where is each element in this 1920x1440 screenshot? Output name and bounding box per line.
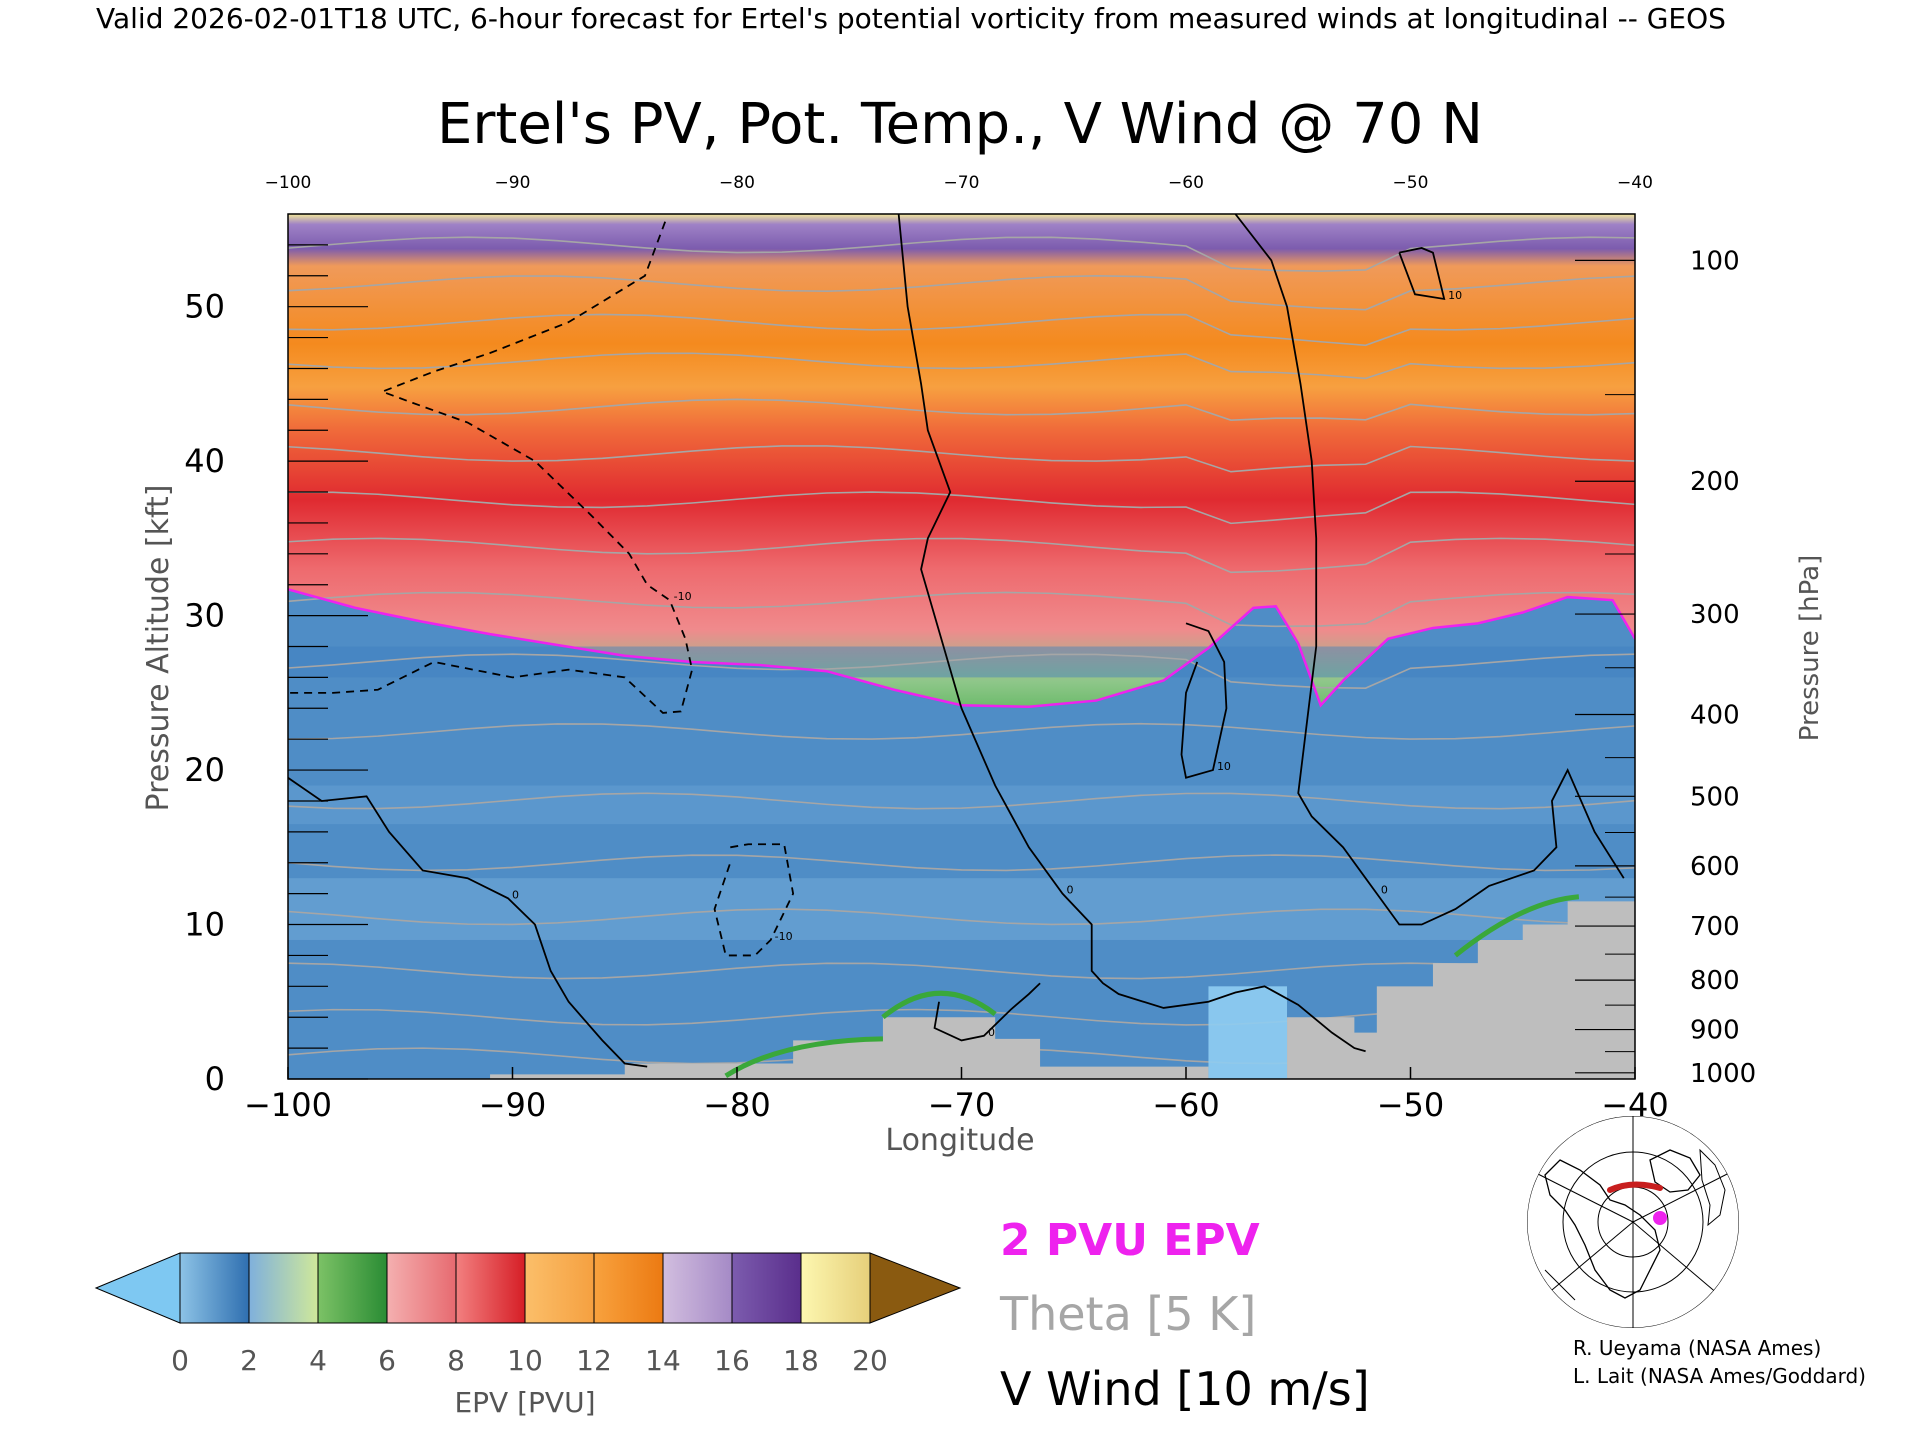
x-tick-label: −70 — [928, 1086, 996, 1124]
pressure-tick-label: 700 — [1690, 912, 1740, 942]
legend-theta: Theta [5 K] — [999, 1287, 1256, 1341]
surface-pv-streak — [1453, 894, 1580, 958]
plot-area: 0 0 0 0 10 10 -10 -10 −100 −90 −80 −70 −60 −50 −40 −100… — [141, 173, 1825, 1158]
theta-isentrope — [288, 908, 1635, 926]
x-tick-label: −100 — [244, 1086, 332, 1124]
pressure-tick-label: 900 — [1690, 1016, 1740, 1046]
x-top-tick-label: −50 — [1393, 173, 1429, 193]
v-wind-contour — [288, 777, 648, 1068]
x-top-tick-label: −100 — [265, 173, 312, 193]
colorbar-under-arrow — [94, 1252, 181, 1324]
v-wind-contour-label: -10 — [775, 930, 793, 943]
v-wind-contour-label: 0 — [512, 888, 519, 901]
pressure-tick-label: 200 — [1690, 467, 1740, 497]
colorbar: 0 2 4 6 8 10 12 14 16 18 20 EPV [PVU] — [94, 1252, 962, 1419]
theta-isentrope — [288, 962, 1635, 980]
v-wind-contour — [897, 214, 1366, 1053]
colorbar-over-arrow — [869, 1252, 962, 1324]
theta-isentrope — [288, 792, 1635, 810]
x-axis-label: Longitude — [885, 1123, 1034, 1158]
chart-title: Ertel's PV, Pot. Temp., V Wind @ 70 N — [437, 92, 1483, 157]
x-tick-label: −60 — [1152, 1086, 1220, 1124]
x-tick-label: −80 — [703, 1086, 771, 1124]
y-tick-label: 20 — [184, 751, 225, 789]
v-wind-contour — [1180, 622, 1228, 779]
v-wind-contour-label: 10 — [1217, 760, 1231, 773]
y2-axis-label: Pressure [hPa] — [1795, 555, 1825, 742]
surface-pv-streak — [724, 1036, 883, 1079]
colorbar-tick-label: 20 — [852, 1344, 888, 1377]
x-tick-label: −90 — [479, 1086, 547, 1124]
theta-isentrope — [288, 722, 1635, 740]
theta-isentrope — [288, 445, 1635, 473]
pressure-tick-label: 300 — [1690, 600, 1740, 630]
v-wind-contour-label: 0 — [988, 1026, 995, 1039]
y-tick-label: 50 — [184, 288, 225, 326]
colorbar-tick-label: 4 — [309, 1344, 327, 1377]
x-tick-label: −50 — [1377, 1086, 1445, 1124]
low-pv-pocket — [1208, 986, 1288, 1079]
credit-line-2: L. Lait (NASA Ames/Goddard) — [1573, 1364, 1866, 1388]
v-wind-contour — [1398, 247, 1446, 301]
tropo-band — [288, 785, 1635, 825]
theta-isentrope — [288, 352, 1635, 380]
colorbar-tick-label: 14 — [645, 1344, 681, 1377]
y-tick-label: 40 — [184, 442, 225, 480]
theta-isentrope — [288, 491, 1635, 525]
terrain — [288, 901, 1635, 1079]
pressure-tick-label: 600 — [1690, 852, 1740, 882]
credit-line-1: R. Ueyama (NASA Ames) — [1573, 1336, 1821, 1360]
colorbar-tick-label: 6 — [378, 1344, 396, 1377]
theta-isentrope — [288, 537, 1635, 574]
tropo-band — [288, 878, 1635, 940]
x-top-tick-label: −80 — [719, 173, 755, 193]
x-top-tick-label: −70 — [944, 173, 980, 193]
v-wind-contour-label: -10 — [674, 590, 692, 603]
x-top-tick-label: −90 — [495, 173, 531, 193]
x-top-tick-label: −60 — [1168, 173, 1204, 193]
y-tick-label: 10 — [184, 906, 225, 944]
pv-2pvu-contour — [288, 588, 1635, 708]
page-header: Valid 2026-02-01T18 UTC, 6-hour forecast… — [96, 2, 1726, 35]
colorbar-tick-label: 18 — [783, 1344, 819, 1377]
colorbar-tick-label: 12 — [576, 1344, 612, 1377]
pressure-tick-label: 1000 — [1690, 1059, 1756, 1089]
pressure-tick-label: 500 — [1690, 782, 1740, 812]
surface-pv-streak — [881, 990, 997, 1020]
theta-isentrope — [288, 398, 1635, 421]
colorbar-tick-label: 2 — [240, 1344, 258, 1377]
v-wind-contour — [713, 843, 795, 957]
colorbar-tick-label: 10 — [507, 1344, 543, 1377]
y-tick-label: 30 — [184, 597, 225, 635]
theta-isentrope — [288, 591, 1635, 628]
theta-isentrope — [288, 653, 1635, 689]
v-wind-contour — [1234, 214, 1625, 926]
v-wind-contour-label: 0 — [1067, 884, 1074, 897]
colorbar-label: EPV [PVU] — [454, 1386, 595, 1419]
locator-map — [1527, 1116, 1739, 1328]
v-wind-contour-label: 0 — [1381, 884, 1388, 897]
x-top-tick-label: −40 — [1617, 173, 1653, 193]
legend-wind: V Wind [10 m/s] — [1000, 1362, 1370, 1416]
v-wind-contour-label: 10 — [1448, 289, 1462, 302]
troposphere-field — [288, 589, 1635, 1079]
pressure-tick-label: 400 — [1690, 700, 1740, 730]
pressure-tick-label: 800 — [1690, 966, 1740, 996]
legend-pv: 2 PVU EPV — [1000, 1215, 1260, 1266]
theta-isentrope — [288, 236, 1635, 272]
colorbar-tick-label: 0 — [171, 1344, 189, 1377]
v-wind-contour — [288, 221, 694, 714]
y-axis-label: Pressure Altitude [kft] — [141, 485, 176, 812]
tropo-band — [288, 646, 1635, 678]
x-tick-label: −40 — [1601, 1086, 1669, 1124]
v-wind-contour — [933, 982, 1041, 1042]
theta-isentrope — [288, 313, 1635, 347]
colorbar-tick-label: 8 — [447, 1344, 465, 1377]
theta-isentrope — [288, 854, 1635, 872]
theta-isentrope — [288, 274, 1635, 311]
y-tick-label: 0 — [205, 1060, 225, 1098]
colorbar-tick-label: 16 — [714, 1344, 750, 1377]
pressure-tick-label: 100 — [1690, 246, 1740, 276]
